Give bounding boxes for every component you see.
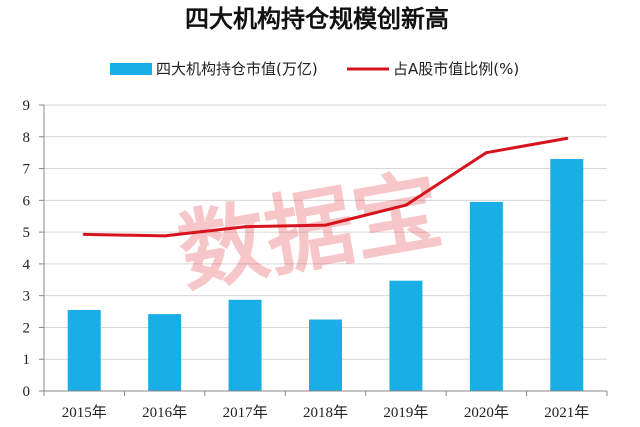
bar (67, 309, 101, 391)
x-tick-label: 2017年 (223, 404, 268, 421)
line-point (163, 234, 167, 238)
y-tick-label: 2 (23, 320, 31, 336)
line-point (565, 136, 569, 140)
x-tick-label: 2016年 (142, 404, 187, 421)
line-series (82, 136, 569, 238)
bar (228, 299, 262, 391)
y-tick-label: 7 (23, 162, 31, 178)
legend-line-label: 占A股市值比例(%) (393, 60, 519, 78)
x-tick-label: 2018年 (303, 404, 348, 421)
line-point (404, 203, 408, 207)
y-tick-label: 4 (23, 257, 31, 273)
y-tick-label: 0 (23, 384, 31, 400)
line-point (484, 151, 488, 155)
x-tick-label: 2019年 (383, 404, 428, 421)
legend-bar-swatch (110, 63, 152, 75)
line-point (324, 223, 327, 227)
y-tick-label: 1 (23, 352, 31, 368)
x-axis-tick-labels: 2015年 2016年 2017年 2018年 2019年 2020年 2021年 (62, 404, 590, 421)
legend-bar-label: 四大机构持仓市值(万亿) (156, 60, 318, 78)
y-tick-label: 6 (23, 193, 31, 209)
bar (389, 280, 423, 391)
line-point (82, 232, 86, 236)
x-tick-label: 2020年 (464, 404, 509, 421)
bar (550, 159, 584, 391)
y-tick-label: 5 (23, 225, 31, 241)
bar-series (67, 159, 584, 391)
y-axis-tick-labels: 0 1 2 3 4 5 6 7 8 9 (23, 98, 31, 400)
y-tick-label: 9 (23, 98, 31, 114)
y-tick-label: 8 (23, 130, 31, 146)
bar (469, 201, 503, 391)
y-tick-label: 3 (23, 289, 31, 305)
bar (148, 314, 182, 391)
line-point (243, 225, 247, 229)
x-tick-label: 2015年 (62, 404, 107, 421)
legend: 四大机构持仓市值(万亿) 占A股市值比例(%) (110, 60, 519, 78)
bar (309, 319, 342, 391)
x-tick-label: 2021年 (544, 404, 589, 421)
chart-title: 四大机构持仓规模创新高 (185, 5, 449, 33)
axes (43, 105, 608, 396)
